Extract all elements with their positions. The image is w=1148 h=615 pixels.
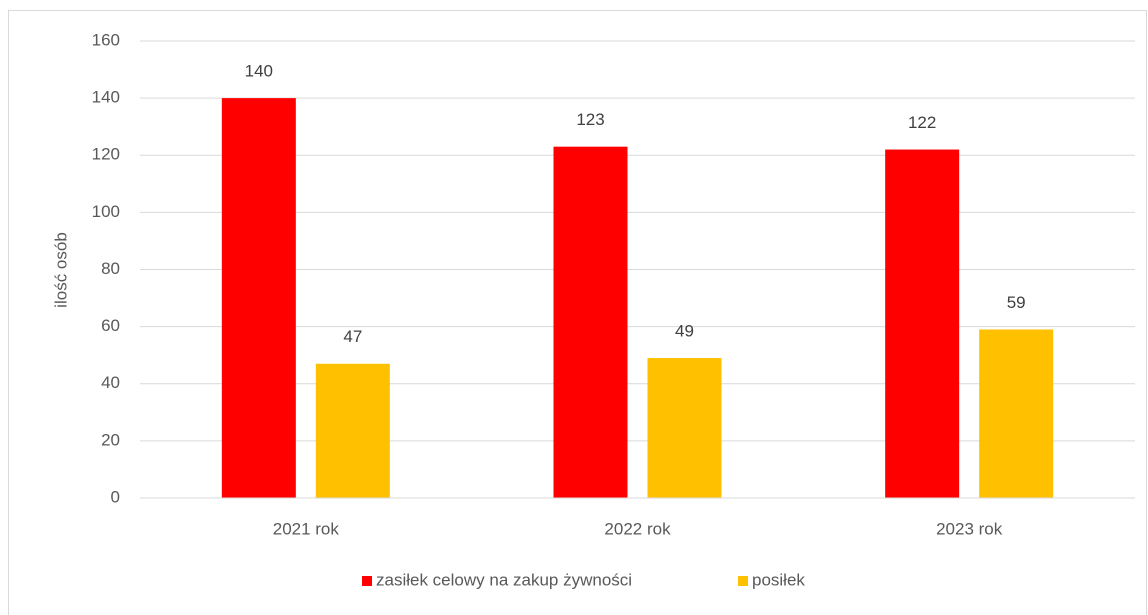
bar	[221, 98, 296, 498]
y-tick-label: 120	[92, 145, 120, 164]
data-label: 122	[908, 113, 936, 132]
data-label: 49	[675, 322, 694, 341]
y-tick-label: 140	[92, 88, 120, 107]
x-tick-label: 2023 rok	[936, 519, 1003, 538]
data-label: 140	[245, 62, 273, 81]
bar	[885, 149, 960, 498]
legend-swatch	[738, 576, 748, 586]
y-tick-label: 60	[101, 316, 120, 335]
legend-swatch	[362, 576, 372, 586]
y-axis-label: ilość osób	[51, 232, 70, 308]
y-tick-label: 20	[101, 430, 120, 449]
y-tick-label: 160	[92, 30, 120, 49]
data-label: 123	[576, 110, 604, 129]
bar	[979, 329, 1054, 498]
bar	[553, 146, 628, 498]
x-tick-label: 2021 rok	[273, 519, 340, 538]
bar	[315, 363, 390, 498]
y-tick-label: 80	[101, 259, 120, 278]
y-tick-label: 40	[101, 373, 120, 392]
bar	[647, 358, 722, 498]
legend-label: zasiłek celowy na zakup żywności	[376, 570, 632, 589]
y-tick-label: 100	[92, 202, 120, 221]
data-label: 47	[343, 327, 362, 346]
y-tick-label: 0	[111, 487, 120, 506]
x-tick-label: 2022 rok	[604, 519, 671, 538]
legend-label: posiłek	[752, 570, 805, 589]
data-label: 59	[1007, 293, 1026, 312]
